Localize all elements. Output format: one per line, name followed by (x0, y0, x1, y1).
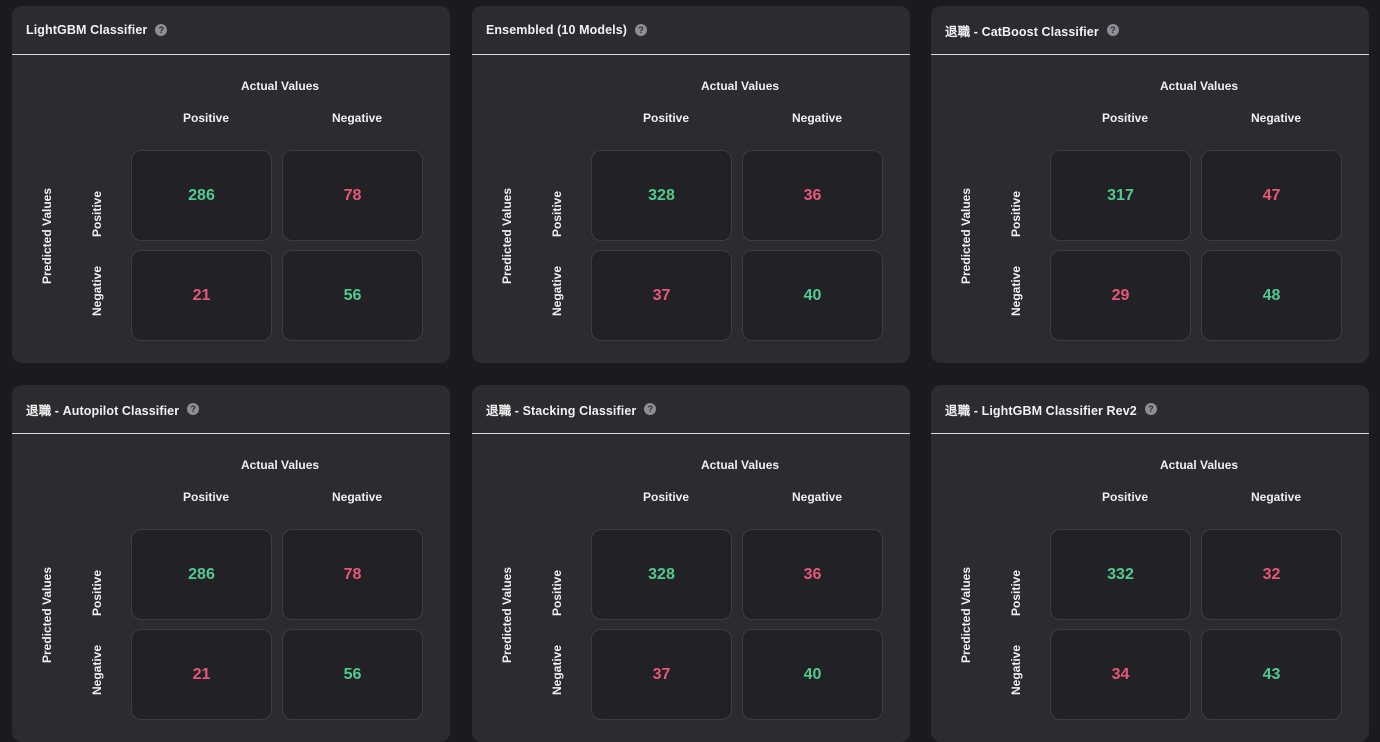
card-title: 退職 - Autopilot Classifier (26, 403, 180, 418)
card-title: 退職 - CatBoost Classifier (945, 24, 1099, 39)
card-title: 退職 - LightGBM Classifier Rev2 (945, 403, 1137, 418)
true-positive-cell: 286 (131, 529, 272, 620)
card-header: 退職 - Autopilot Classifier ? (12, 385, 450, 433)
predicted-negative-label: Negative (1009, 265, 1023, 317)
predicted-positive-label: Positive (90, 190, 104, 238)
card-header: LightGBM Classifier ? (12, 6, 450, 54)
false-negative-cell: 34 (1050, 629, 1191, 720)
header-divider (472, 54, 910, 55)
header-divider (931, 433, 1369, 434)
card-title: LightGBM Classifier (26, 23, 148, 37)
predicted-values-label: Predicted Values (500, 566, 514, 664)
header-divider (12, 54, 450, 55)
true-negative-cell: 56 (282, 250, 423, 341)
true-positive-cell: 328 (591, 150, 732, 241)
actual-values-label: Actual Values (701, 458, 780, 472)
actual-values-label: Actual Values (1160, 79, 1239, 93)
predicted-negative-label: Negative (550, 644, 564, 696)
actual-positive-label: Positive (1102, 111, 1149, 125)
help-icon[interactable]: ? (1106, 24, 1119, 36)
predicted-negative-label: Negative (1009, 644, 1023, 696)
false-negative-cell: 21 (131, 250, 272, 341)
actual-values-label: Actual Values (241, 458, 320, 472)
predicted-positive-label: Positive (90, 569, 104, 617)
predicted-negative-label: Negative (90, 644, 104, 696)
predicted-positive-label: Positive (1009, 569, 1023, 617)
actual-positive-label: Positive (1102, 490, 1149, 504)
header-divider (931, 54, 1369, 55)
false-positive-cell: 36 (742, 150, 883, 241)
confusion-matrix-card: Ensembled (10 Models) ? Actual Values Po… (472, 6, 910, 363)
card-title: Ensembled (10 Models) (486, 23, 628, 37)
false-negative-cell: 21 (131, 629, 272, 720)
false-positive-cell: 78 (282, 529, 423, 620)
predicted-positive-label: Positive (1009, 190, 1023, 238)
true-negative-cell: 56 (282, 629, 423, 720)
help-icon[interactable]: ? (1144, 403, 1157, 415)
predicted-values-label: Predicted Values (40, 566, 54, 664)
true-positive-cell: 328 (591, 529, 732, 620)
confusion-matrix-card: LightGBM Classifier ? Actual Values Posi… (12, 6, 450, 363)
card-header: 退職 - CatBoost Classifier ? (931, 6, 1369, 54)
actual-values-label: Actual Values (241, 79, 320, 93)
help-icon[interactable]: ? (644, 403, 657, 415)
card-header: 退職 - Stacking Classifier ? (472, 385, 910, 433)
confusion-matrix-card: 退職 - Stacking Classifier ? Actual Values… (472, 385, 910, 742)
predicted-positive-label: Positive (550, 190, 564, 238)
predicted-values-label: Predicted Values (40, 187, 54, 285)
confusion-matrix-card: 退職 - CatBoost Classifier ? Actual Values… (931, 6, 1369, 363)
actual-positive-label: Positive (643, 111, 690, 125)
confusion-matrix-card: 退職 - LightGBM Classifier Rev2 ? Actual V… (931, 385, 1369, 742)
actual-positive-label: Positive (643, 490, 690, 504)
true-negative-cell: 48 (1201, 250, 1342, 341)
predicted-values-label: Predicted Values (500, 187, 514, 285)
false-positive-cell: 32 (1201, 529, 1342, 620)
true-negative-cell: 40 (742, 250, 883, 341)
card-header: Ensembled (10 Models) ? (472, 6, 910, 54)
actual-negative-label: Negative (792, 111, 843, 125)
card-title: 退職 - Stacking Classifier (486, 403, 637, 418)
actual-negative-label: Negative (1251, 111, 1302, 125)
true-positive-cell: 317 (1050, 150, 1191, 241)
false-positive-cell: 36 (742, 529, 883, 620)
header-divider (12, 433, 450, 434)
false-positive-cell: 78 (282, 150, 423, 241)
false-negative-cell: 29 (1050, 250, 1191, 341)
help-icon[interactable]: ? (635, 24, 648, 36)
header-divider (472, 433, 910, 434)
actual-negative-label: Negative (332, 490, 383, 504)
card-header: 退職 - LightGBM Classifier Rev2 ? (931, 385, 1369, 433)
true-positive-cell: 286 (131, 150, 272, 241)
predicted-values-label: Predicted Values (959, 566, 973, 664)
actual-positive-label: Positive (183, 490, 230, 504)
false-negative-cell: 37 (591, 250, 732, 341)
help-icon[interactable]: ? (187, 403, 200, 415)
predicted-negative-label: Negative (550, 265, 564, 317)
false-negative-cell: 37 (591, 629, 732, 720)
predicted-negative-label: Negative (90, 265, 104, 317)
false-positive-cell: 47 (1201, 150, 1342, 241)
confusion-matrix-card: 退職 - Autopilot Classifier ? Actual Value… (12, 385, 450, 742)
actual-values-label: Actual Values (1160, 458, 1239, 472)
actual-positive-label: Positive (183, 111, 230, 125)
actual-negative-label: Negative (1251, 490, 1302, 504)
true-positive-cell: 332 (1050, 529, 1191, 620)
help-icon[interactable]: ? (155, 24, 168, 36)
actual-negative-label: Negative (792, 490, 843, 504)
true-negative-cell: 40 (742, 629, 883, 720)
predicted-positive-label: Positive (550, 569, 564, 617)
predicted-values-label: Predicted Values (959, 187, 973, 285)
actual-negative-label: Negative (332, 111, 383, 125)
actual-values-label: Actual Values (701, 79, 780, 93)
true-negative-cell: 43 (1201, 629, 1342, 720)
